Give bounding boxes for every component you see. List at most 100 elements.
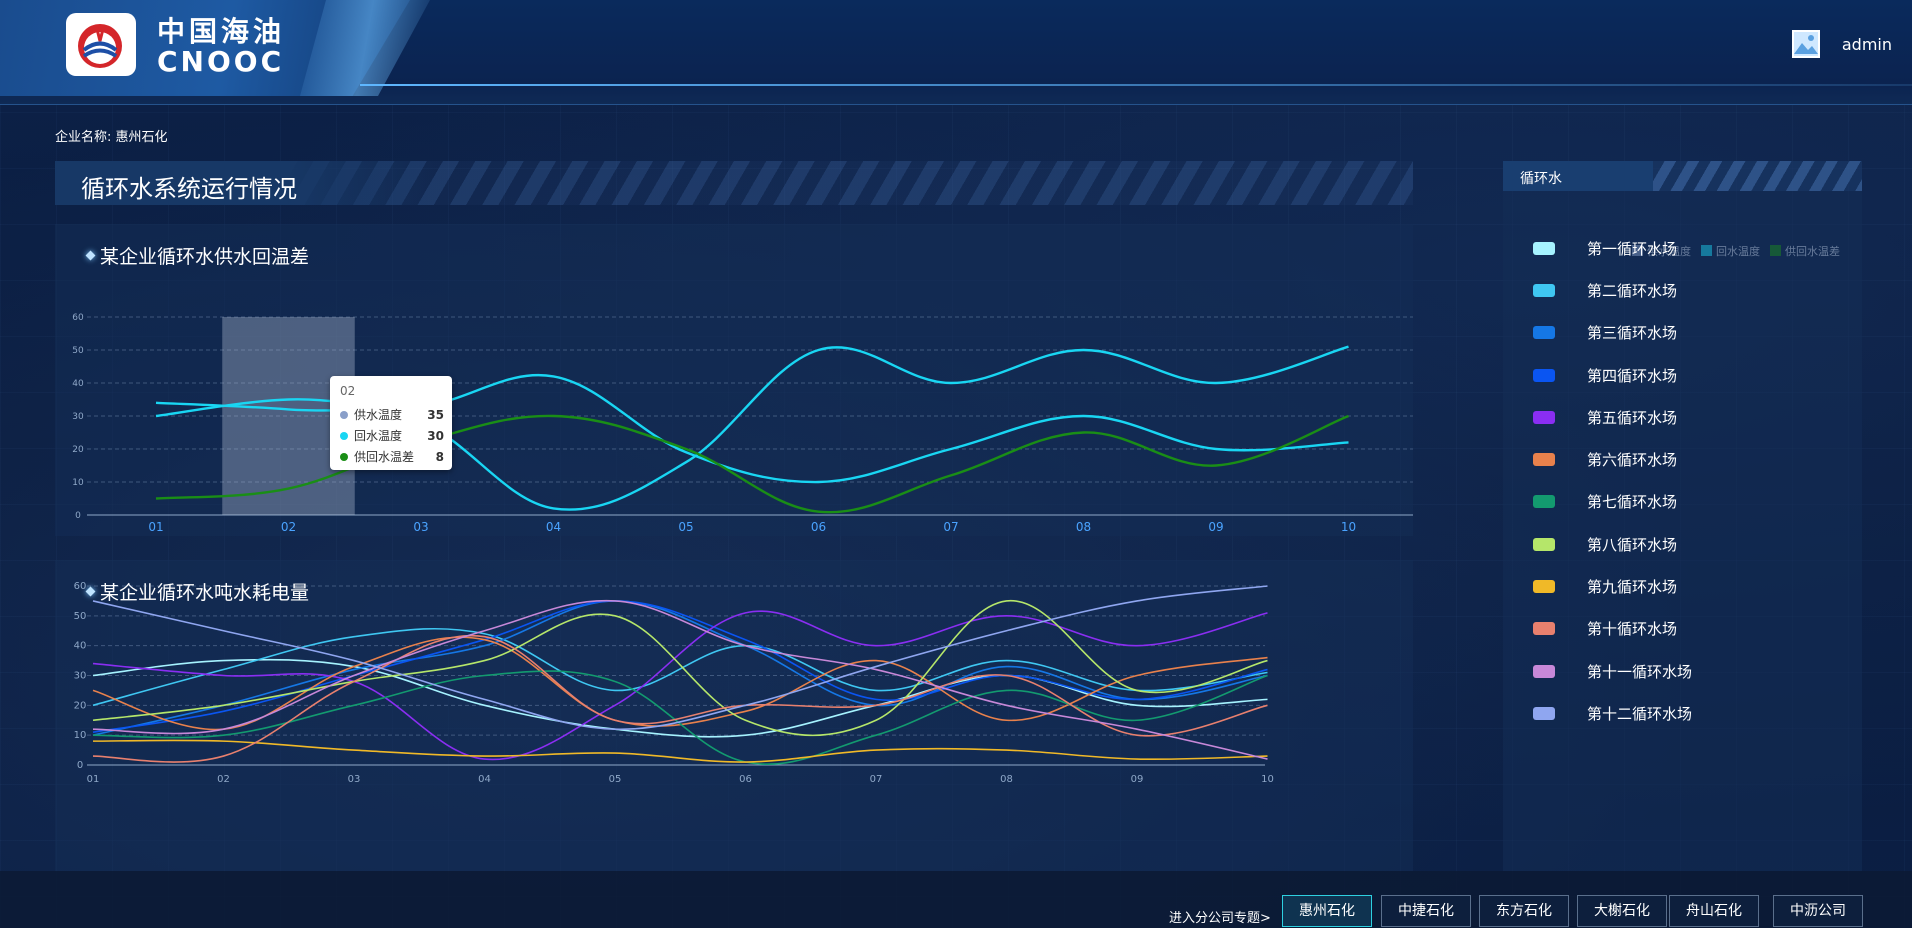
y-tick-label: 50 [74,611,87,622]
side-legend-item[interactable]: 第四循环水场 [1533,354,1692,396]
side-legend-item[interactable]: 第三循环水场 [1533,312,1692,354]
subsidiary-button[interactable]: 惠州石化 [1282,895,1372,927]
username[interactable]: admin [1841,34,1892,54]
side-legend-label: 第五循环水场 [1587,408,1678,427]
x-tick-label: 01 [148,520,163,534]
x-tick-label: 08 [1000,774,1013,785]
tooltip-row-name: 供回水温差 [354,450,415,464]
logo-en: CNOOC [157,45,285,78]
y-tick-label: 30 [72,412,84,422]
side-legend-label: 第九循环水场 [1587,578,1678,597]
y-tick-label: 50 [72,346,84,356]
side-legend-label: 第十二循环水场 [1587,704,1693,723]
side-legend-label: 第十一循环水场 [1587,662,1693,681]
side-legend-label: 第三循环水场 [1587,324,1678,343]
legend-swatch [1533,241,1555,255]
side-legend-item[interactable]: 第九循环水场 [1533,565,1692,607]
legend-swatch [1533,453,1555,467]
subsidiary-button[interactable]: 中沥公司 [1773,895,1863,927]
series-line[interactable] [92,739,1268,763]
power-chart-title-text: 某企业循环水吨水耗电量 [100,582,310,604]
tooltip-row-value: 35 [427,407,444,422]
side-panel-title: 循环水 [1520,171,1562,187]
legend-swatch [1533,410,1555,424]
side-legend-item[interactable]: 第十二循环水场 [1533,692,1692,734]
legend-swatch [1533,664,1555,678]
legend-swatch [1533,622,1555,636]
x-tick-label: 08 [1076,520,1091,534]
logo-text: 中国海油 CNOOC [157,16,285,76]
x-tick-label: 07 [943,520,958,534]
temp-chart[interactable]: 0 10 20 30 40 50 60 01 02 03 04 05 06 07 08 09 10 [55,300,1413,540]
series-line[interactable] [92,658,1268,738]
y-tick-label: 60 [74,581,87,592]
temp-chart-title-text: 某企业循环水供水回温差 [100,246,310,268]
side-legend-item[interactable]: 第十一循环水场 [1533,650,1692,692]
tooltip-row: 供回水温差 8 [340,448,444,465]
side-legend-item[interactable]: 第一循环水场 [1533,227,1692,269]
cnooc-logo-icon[interactable] [66,13,136,76]
legend-swatch [1533,706,1555,720]
company-value: 惠州石化 [115,130,168,145]
section-title: 循环水系统运行情况 [81,175,297,203]
subsidiary-button[interactable]: 中捷石化 [1381,895,1471,927]
x-tick-label: 04 [478,774,491,785]
series-line[interactable] [92,585,1268,731]
user-area[interactable]: admin [1791,30,1892,58]
side-legend-item[interactable]: 第七循环水场 [1533,481,1692,523]
company-label: 企业名称: [55,130,112,145]
side-legend-item[interactable]: 第二循环水场 [1533,269,1692,311]
power-chart-title: 某企业循环水吨水耗电量 [85,578,310,605]
temp-chart-title: 某企业循环水供水回温差 [85,242,310,269]
series-line[interactable] [92,599,1268,760]
series-line[interactable] [92,627,1268,707]
subsidiary-button[interactable]: 东方石化 [1479,895,1569,927]
x-tick-label: 04 [546,520,561,534]
x-tick-label: 02 [281,520,296,534]
side-legend-label: 第十循环水场 [1587,620,1678,639]
legend-swatch [1533,283,1555,297]
side-panel: 循环水 第一循环水场第二循环水场 第三循环水场第四循环水场第五循环水场第六循环水场… [1503,161,1862,871]
series-line[interactable] [92,600,1268,737]
chart-tooltip: 02 供水温度 35 回水温度 30 供回水温差 8 [330,376,452,470]
side-legend-item[interactable]: 第十循环水场 [1533,608,1692,650]
y-tick-label: 20 [72,445,84,455]
y-tick-label: 40 [74,641,87,652]
tooltip-title: 02 [340,384,356,398]
side-legend-item[interactable]: 第八循环水场 [1533,523,1692,565]
footer-bar: 进入分公司专题> 惠州石化 中捷石化 东方石化 大榭石化 舟山石化 中沥公司 [0,871,1912,928]
tooltip-dot [340,431,348,440]
side-legend-label: 第二循环水场 [1587,281,1678,300]
y-tick-label: 0 [75,511,81,521]
header-divider [360,84,1912,86]
side-legend-item[interactable]: 第五循环水场 [1533,396,1692,438]
series-line[interactable] [92,600,1268,736]
tooltip-row: 回水温度 30 [340,427,444,444]
tooltip-row-name: 供水温度 [354,408,403,422]
side-legend-item[interactable]: 第六循环水场 [1533,438,1692,480]
subsidiary-button[interactable]: 大榭石化 [1577,895,1667,927]
avatar-image-icon[interactable] [1791,30,1820,58]
x-tick-label: 10 [1341,520,1356,534]
power-chart[interactable]: 0 10 20 30 40 50 60 01 02 03 04 05 06 07 08 09 10 [55,575,1413,795]
y-tick-label: 0 [77,760,83,771]
y-tick-label: 60 [72,313,84,323]
header-bar: 中国海油 CNOOC admin [0,0,1912,105]
y-tick-label: 10 [72,478,84,488]
series-line[interactable] [92,634,1268,763]
legend-swatch [1533,368,1555,382]
x-tick-label: 07 [870,774,883,785]
tooltip-row-value: 8 [435,449,444,464]
series-line[interactable] [92,636,1268,731]
tooltip-row-value: 30 [427,428,444,443]
legend-swatch [1533,326,1555,340]
y-tick-label: 20 [74,700,87,711]
series-line[interactable] [92,610,1268,761]
x-tick-label: 09 [1208,520,1223,534]
y-tick-label: 30 [74,671,87,682]
x-tick-label: 01 [87,774,100,785]
subsidiary-button[interactable]: 舟山石化 [1669,895,1759,927]
tooltip-row-name: 回水温度 [354,429,403,443]
y-tick-label: 10 [74,730,87,741]
x-tick-label: 06 [739,774,752,785]
